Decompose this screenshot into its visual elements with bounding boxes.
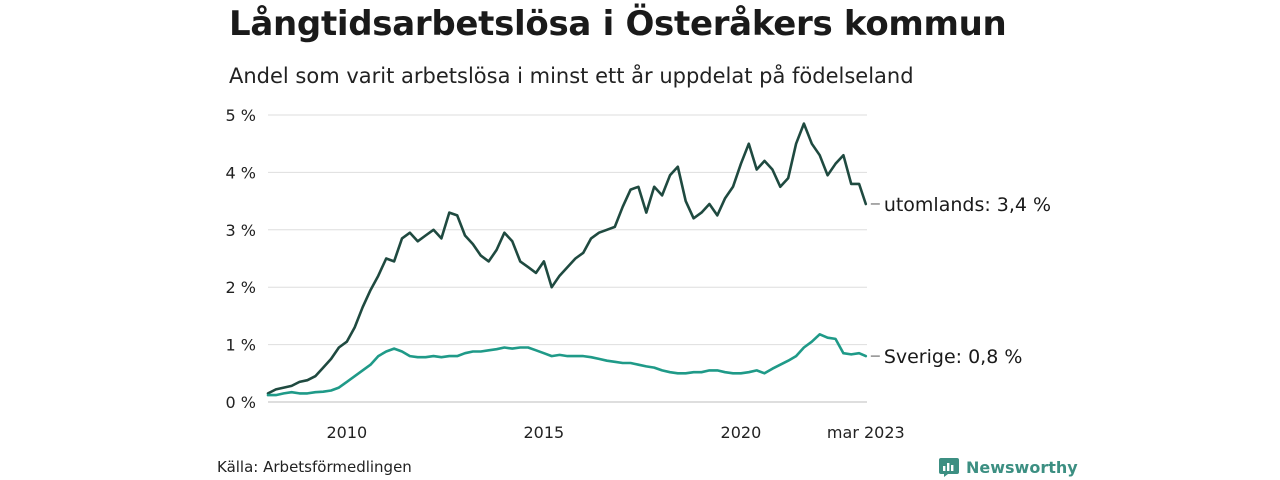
x-tick-label: 2015 xyxy=(523,423,564,442)
y-tick-label: 3 % xyxy=(226,221,256,240)
chart-title: Långtidsarbetslösa i Österåkers kommun xyxy=(229,4,1007,44)
x-tick-label: 2020 xyxy=(721,423,762,442)
y-tick-label: 5 % xyxy=(226,106,256,125)
series-line-sverige xyxy=(266,333,868,397)
y-tick-label: 1 % xyxy=(226,336,256,355)
y-tick-label: 0 % xyxy=(226,393,256,412)
bar-chart-logo-icon xyxy=(939,458,959,477)
brand-name: Newsworthy xyxy=(966,457,1078,477)
series-end-label: Sverige: 0,8 % xyxy=(884,346,1023,368)
series-end-label: utomlands: 3,4 % xyxy=(884,194,1051,216)
x-tick-label: 2010 xyxy=(326,423,367,442)
source-note: Källa: Arbetsförmedlingen xyxy=(217,458,412,476)
brand-logo: Newsworthy xyxy=(938,456,1078,478)
y-tick-label: 4 % xyxy=(226,163,256,182)
x-tick-label: mar 2023 xyxy=(827,423,905,442)
series-line-utomlands xyxy=(266,122,868,395)
y-tick-label: 2 % xyxy=(226,278,256,297)
chart-subtitle: Andel som varit arbetslösa i minst ett å… xyxy=(229,64,914,88)
